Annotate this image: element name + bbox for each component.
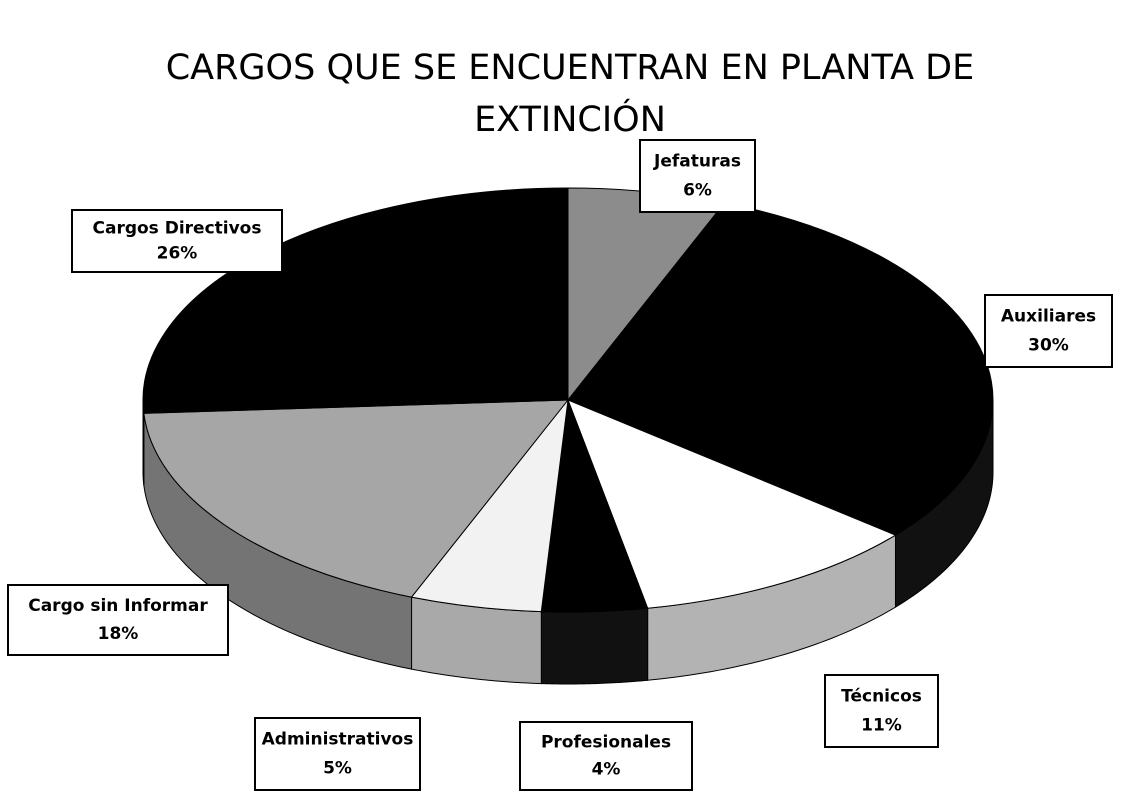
label-value: 11% xyxy=(861,715,902,735)
pie-slice xyxy=(567,399,897,609)
label-value: 6% xyxy=(683,180,712,200)
chart-title: CARGOS QUE SE ENCUENTRAN EN PLANTA DE EX… xyxy=(165,48,975,140)
data-label: Técnicos 11% xyxy=(824,674,939,748)
label-category: Administrativos xyxy=(262,730,414,750)
data-label: Jefaturas 6% xyxy=(639,139,756,213)
label-category: Jefaturas xyxy=(653,152,741,172)
label-value: 4% xyxy=(592,760,621,780)
label-value: 30% xyxy=(1028,335,1069,355)
label-box xyxy=(7,584,229,656)
label-category: Cargos Directivos xyxy=(93,219,262,239)
pie-slice xyxy=(143,399,570,598)
label-box xyxy=(519,721,693,791)
label-value: 5% xyxy=(323,758,352,778)
label-category: Auxiliares xyxy=(1001,307,1096,327)
label-category: Técnicos xyxy=(841,687,922,707)
data-label: Cargo sin Informar 18% xyxy=(7,584,229,656)
data-label: Administrativos 5% xyxy=(254,717,421,791)
data-label: Auxiliares 30% xyxy=(984,294,1113,368)
data-label: Cargos Directivos 26% xyxy=(71,209,283,273)
label-category: Cargo sin Informar xyxy=(28,596,208,616)
label-box xyxy=(71,209,283,273)
label-value: 26% xyxy=(157,243,198,263)
label-box xyxy=(984,294,1113,368)
label-value: 18% xyxy=(98,624,139,644)
label-box xyxy=(254,717,421,791)
pie-slice xyxy=(567,202,994,536)
label-box xyxy=(824,674,939,748)
data-label: Profesionales 4% xyxy=(519,721,693,791)
label-box xyxy=(639,139,756,213)
label-category: Profesionales xyxy=(541,732,671,752)
slice-side xyxy=(540,607,649,685)
